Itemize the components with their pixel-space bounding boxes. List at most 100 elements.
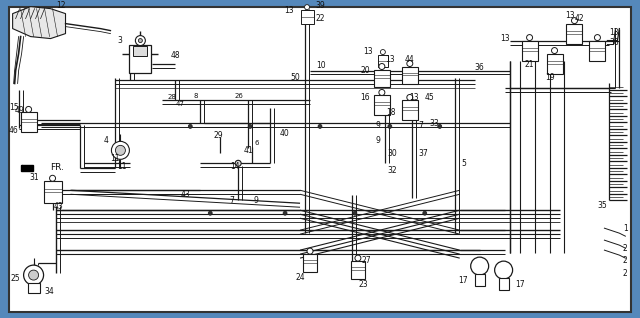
Circle shape (470, 257, 489, 275)
Text: 46: 46 (9, 126, 19, 135)
Text: 2: 2 (623, 256, 628, 265)
Circle shape (572, 17, 577, 24)
Text: 13: 13 (364, 47, 373, 56)
Text: 16: 16 (360, 93, 370, 102)
Circle shape (115, 145, 125, 155)
Circle shape (380, 50, 385, 55)
Bar (303, 254, 317, 272)
Bar (374, 70, 390, 87)
Text: 44: 44 (405, 55, 415, 64)
Text: 13: 13 (500, 34, 509, 43)
Circle shape (388, 124, 392, 128)
Text: 23: 23 (358, 280, 368, 288)
Circle shape (495, 261, 513, 279)
Bar (402, 66, 418, 85)
Text: 38: 38 (609, 38, 619, 47)
Text: 50: 50 (290, 73, 300, 82)
Text: 11: 11 (111, 154, 120, 163)
Circle shape (307, 248, 313, 254)
Text: 17: 17 (516, 280, 525, 288)
Bar (133, 45, 147, 56)
Text: 7: 7 (419, 121, 424, 130)
Bar (522, 41, 538, 60)
Text: 39: 39 (315, 1, 325, 10)
Bar (547, 53, 563, 73)
Circle shape (355, 255, 361, 261)
Circle shape (188, 124, 192, 128)
Bar (44, 181, 61, 203)
Circle shape (423, 211, 427, 215)
Bar (301, 10, 314, 24)
Circle shape (248, 124, 252, 128)
Polygon shape (13, 7, 65, 38)
Circle shape (379, 89, 385, 95)
Text: 37: 37 (419, 149, 429, 158)
Text: 26: 26 (234, 93, 243, 100)
Circle shape (353, 211, 357, 215)
Text: 22: 22 (316, 14, 324, 23)
Text: 34: 34 (45, 287, 54, 295)
Text: 35: 35 (598, 201, 607, 210)
Circle shape (111, 142, 129, 159)
Text: FR.: FR. (51, 163, 65, 172)
Bar (475, 274, 484, 286)
Text: 13: 13 (409, 93, 419, 102)
Text: 2: 2 (623, 244, 628, 252)
Text: 13: 13 (284, 6, 294, 15)
Text: 21: 21 (525, 60, 534, 69)
Text: 7: 7 (230, 196, 235, 205)
Text: 15: 15 (9, 103, 19, 112)
Text: 45: 45 (425, 93, 435, 102)
Text: 11: 11 (118, 162, 127, 171)
Bar (589, 41, 605, 60)
Bar (20, 113, 36, 132)
Text: 43: 43 (54, 202, 63, 211)
Text: 3: 3 (118, 36, 122, 45)
Text: 4: 4 (104, 136, 108, 145)
Text: 14: 14 (230, 162, 240, 171)
Text: 28: 28 (167, 94, 176, 100)
Text: 19: 19 (545, 73, 554, 82)
Circle shape (235, 160, 241, 166)
Text: 43: 43 (180, 190, 190, 199)
Circle shape (24, 265, 44, 285)
Circle shape (283, 211, 287, 215)
Circle shape (379, 64, 385, 70)
Text: 9: 9 (253, 196, 259, 205)
Bar (351, 261, 365, 279)
Text: 47: 47 (176, 101, 185, 107)
Text: 27: 27 (362, 256, 372, 265)
Text: 12: 12 (56, 1, 65, 10)
Text: 9: 9 (375, 121, 380, 130)
Text: 29: 29 (213, 131, 223, 140)
Bar (28, 283, 40, 293)
Polygon shape (20, 165, 33, 171)
Text: 6: 6 (255, 140, 259, 146)
Bar (499, 278, 509, 290)
Text: 2: 2 (623, 269, 628, 278)
Text: 36: 36 (475, 63, 484, 72)
Circle shape (29, 270, 38, 280)
Text: 20: 20 (360, 66, 370, 75)
Text: 13: 13 (609, 28, 619, 37)
Circle shape (438, 124, 442, 128)
Bar (374, 95, 390, 115)
Text: 1: 1 (623, 224, 628, 233)
Text: 48: 48 (170, 51, 180, 60)
Bar (129, 45, 151, 73)
Circle shape (407, 60, 413, 66)
Text: 25: 25 (11, 273, 20, 283)
Text: 30: 30 (387, 149, 397, 158)
Circle shape (26, 107, 31, 113)
Bar (566, 24, 582, 44)
Text: 41: 41 (243, 146, 253, 155)
Text: 8: 8 (194, 93, 198, 100)
Text: 13: 13 (385, 55, 395, 64)
Circle shape (305, 5, 310, 10)
Text: 33: 33 (430, 119, 440, 128)
Text: 32: 32 (387, 166, 397, 175)
Text: 49: 49 (15, 106, 24, 115)
Text: 13: 13 (565, 11, 575, 20)
Text: 31: 31 (29, 173, 38, 182)
Text: 18: 18 (387, 108, 396, 117)
